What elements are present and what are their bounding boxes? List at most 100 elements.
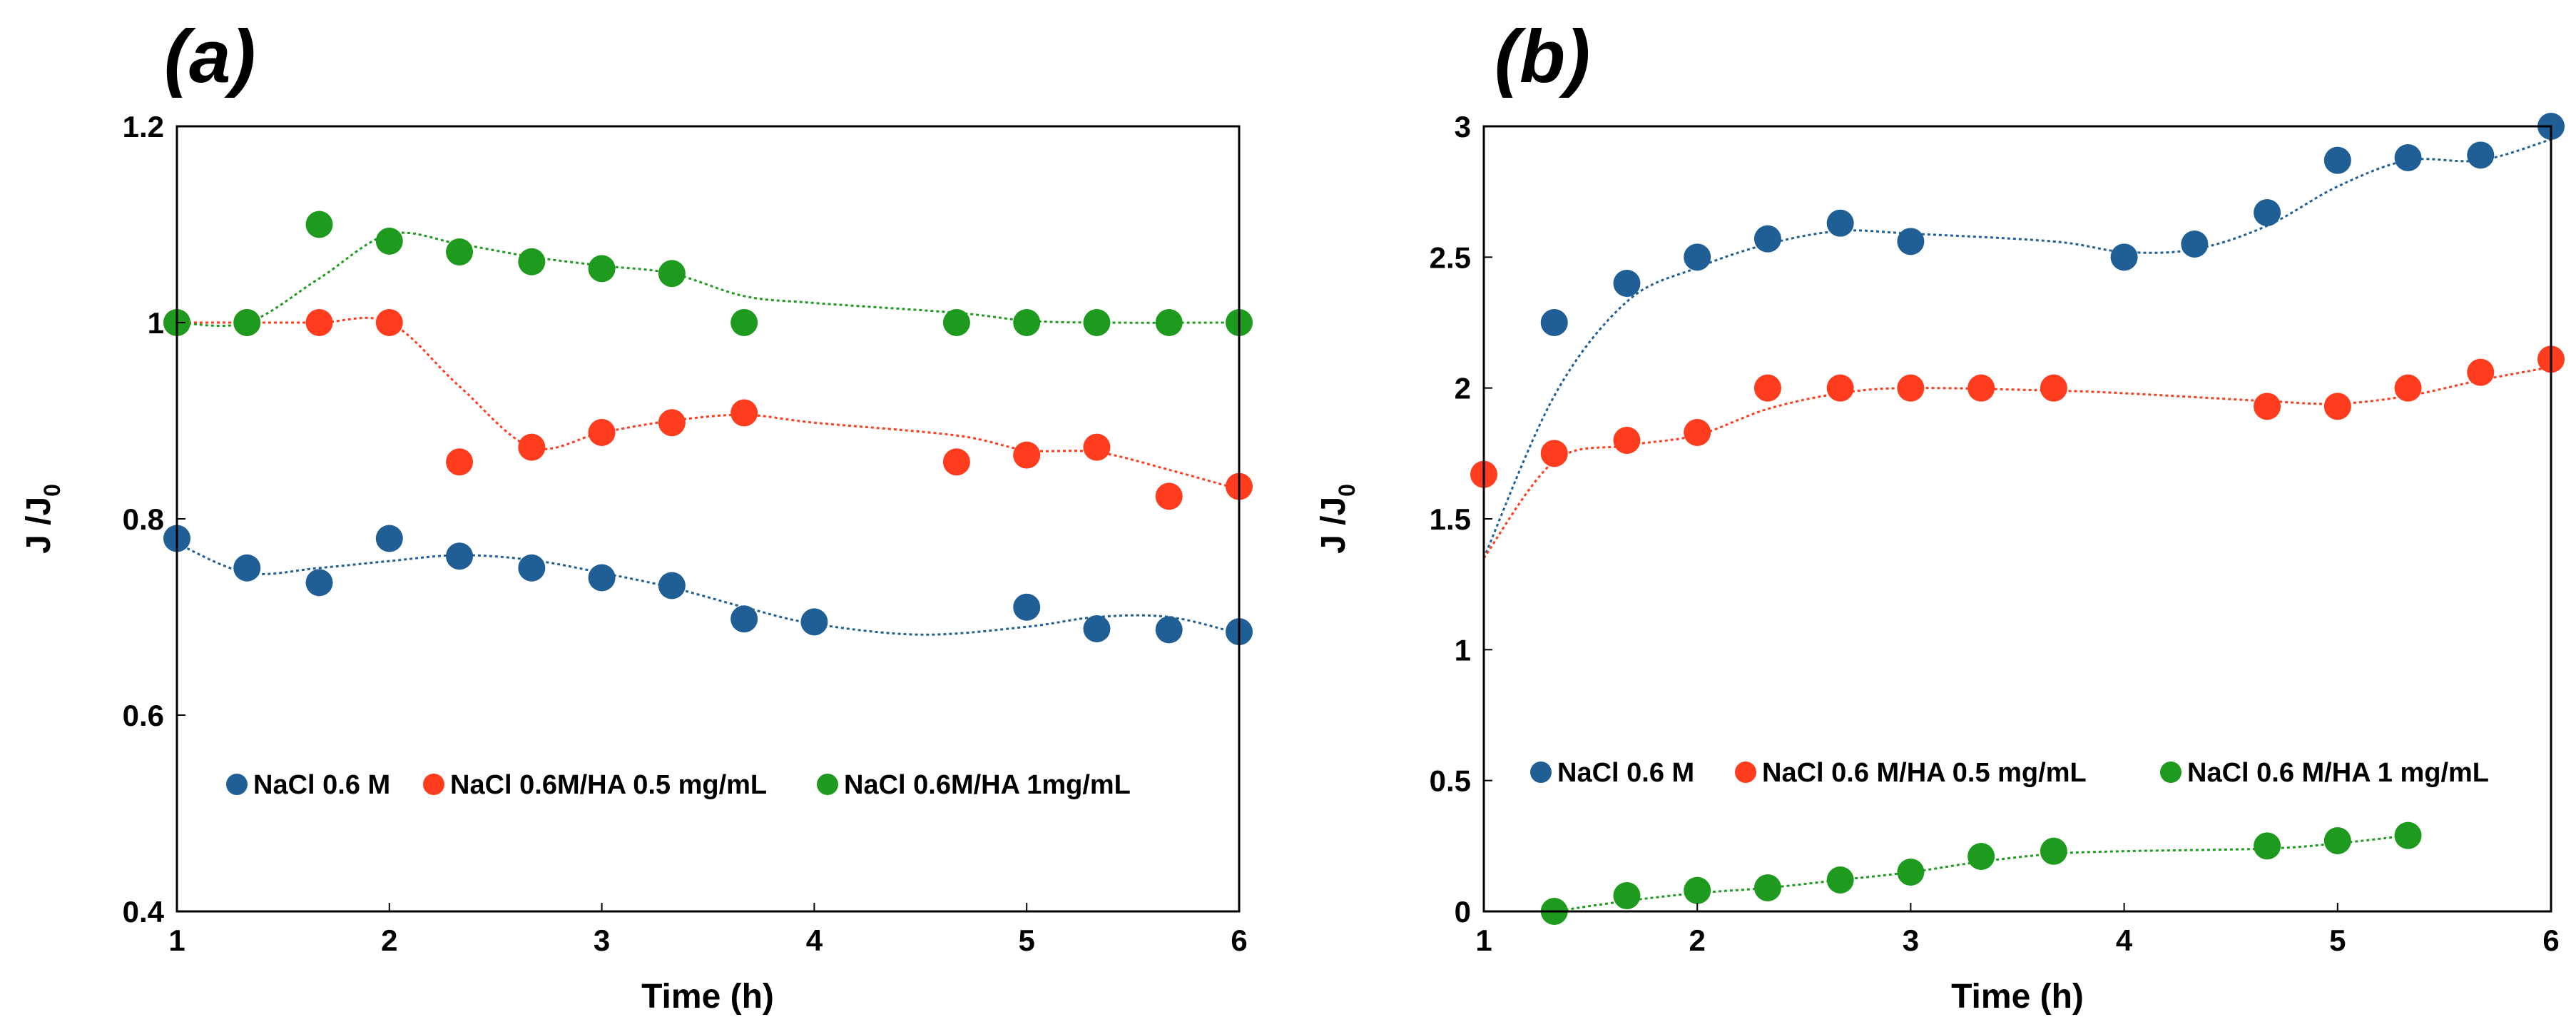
x-tick-label: 6 <box>2542 924 2559 957</box>
y-tick-label: 1 <box>148 306 164 340</box>
legend-b-1-label: NaCl 0.6 M <box>1557 758 1694 788</box>
x-tick-label: 5 <box>2329 924 2346 957</box>
data-point-series-1 <box>800 608 828 636</box>
legend-a-2-marker <box>423 774 444 795</box>
y-tick-label: 2 <box>1455 372 1471 405</box>
data-point-series-2 <box>1013 441 1041 469</box>
panel-b: (b) 1 2 3 4 5 6 0 0.5 1 1.5 2 2.5 3 Time (h) J /J 0 … <box>1315 15 2565 1016</box>
data-point-series-2 <box>1684 419 1711 446</box>
legend-b-2-marker <box>1735 762 1756 783</box>
data-point-series-3 <box>1826 866 1854 894</box>
x-tick-label: 2 <box>1689 924 1706 957</box>
trend-line-series-1 <box>1482 138 2552 559</box>
y-tick-label: 0 <box>1455 895 1471 929</box>
y-tick-label: 0.5 <box>1430 764 1471 798</box>
data-point-series-2 <box>2040 374 2067 402</box>
data-point-series-1 <box>1013 593 1041 621</box>
y-tick-label: 1 <box>1455 633 1471 667</box>
panel-a-legend: NaCl 0.6 M NaCl 0.6M/HA 0.5 mg/mL NaCl 0… <box>226 770 1131 800</box>
data-point-series-1 <box>588 564 616 592</box>
panel-a-x-ticks: 1 2 3 4 5 6 <box>168 903 1248 957</box>
panel-b-x-axis-label: Time (h) <box>1951 978 2084 1016</box>
panel-a-y-label-main: J /J <box>20 497 58 554</box>
x-tick-label: 1 <box>168 924 185 957</box>
data-point-series-3 <box>1967 843 1995 870</box>
y-tick-label: 2.5 <box>1430 241 1471 274</box>
legend-b-1-marker <box>1530 762 1552 783</box>
data-point-series-1 <box>730 605 758 633</box>
panel-b-y-ticks: 0 0.5 1 1.5 2 2.5 3 <box>1430 110 1492 929</box>
data-point-series-1 <box>1540 309 1568 336</box>
data-point-series-1 <box>2467 141 2495 169</box>
data-point-series-3 <box>518 248 546 275</box>
panel-a-y-ticks: 0.4 0.6 0.8 1 1.2 <box>123 110 185 929</box>
data-point-series-1 <box>446 542 474 570</box>
data-point-series-3 <box>588 255 616 283</box>
data-point-series-2 <box>1967 374 1995 402</box>
data-point-series-2 <box>1540 440 1568 467</box>
data-point-series-1 <box>2110 243 2138 271</box>
panel-b-x-ticks: 1 2 3 4 5 6 <box>1475 903 2560 957</box>
panel-a-x-axis-label: Time (h) <box>641 978 774 1016</box>
data-point-series-3 <box>1897 859 1925 886</box>
data-point-series-3 <box>658 260 686 288</box>
y-tick-label: 0.4 <box>123 895 165 929</box>
x-tick-label: 4 <box>2116 924 2133 957</box>
data-point-series-2 <box>2323 393 2351 420</box>
data-point-series-2 <box>375 309 403 336</box>
data-point-series-3 <box>2254 832 2281 860</box>
data-point-series-3 <box>1083 309 1111 336</box>
trend-line-series-2 <box>177 316 1240 491</box>
data-point-series-2 <box>588 419 616 446</box>
data-point-series-2 <box>1753 374 1781 402</box>
data-point-series-3 <box>730 309 758 336</box>
data-point-series-2 <box>518 433 546 461</box>
panel-b-y-axis-label: J /J0 <box>1315 484 1360 554</box>
y-tick-label: 0.6 <box>123 699 164 732</box>
data-point-series-2 <box>730 399 758 427</box>
y-tick-label: 3 <box>1455 110 1471 143</box>
data-point-series-3 <box>1753 874 1781 901</box>
x-tick-label: 4 <box>806 924 823 957</box>
data-point-series-3 <box>1613 882 1641 909</box>
legend-a-3-marker <box>817 774 838 795</box>
data-point-series-3 <box>1684 876 1711 904</box>
legend-a-2-label: NaCl 0.6M/HA 0.5 mg/mL <box>450 770 767 800</box>
panel-a-y-axis-label: J /J0 <box>20 484 65 554</box>
panel-a-y-label-sub: 0 <box>39 484 65 497</box>
panel-b-points <box>1470 113 2565 925</box>
data-point-series-3 <box>233 309 261 336</box>
data-point-series-1 <box>233 554 261 582</box>
data-point-series-1 <box>1897 228 1925 256</box>
data-point-series-1 <box>375 525 403 552</box>
panel-b-plot-frame <box>1482 125 2552 913</box>
data-point-series-3 <box>2394 821 2422 849</box>
data-point-series-1 <box>2323 146 2351 174</box>
panel-a-label: (a) <box>164 15 255 98</box>
legend-a-3-label: NaCl 0.6M/HA 1mg/mL <box>844 770 1131 800</box>
panel-b-legend: NaCl 0.6 M NaCl 0.6 M/HA 0.5 mg/mL NaCl … <box>1530 758 2489 788</box>
x-tick-label: 3 <box>594 924 610 957</box>
legend-b-3-marker <box>2160 762 2182 783</box>
data-point-series-3 <box>305 211 333 238</box>
data-point-series-2 <box>305 309 333 336</box>
legend-a-1-label: NaCl 0.6 M <box>253 770 390 800</box>
data-point-series-2 <box>2254 393 2281 420</box>
data-point-series-1 <box>1826 209 1854 237</box>
data-point-series-1 <box>1684 243 1711 271</box>
panel-a-trend-lines <box>176 231 1240 636</box>
data-point-series-2 <box>2394 374 2422 402</box>
y-tick-label: 1.5 <box>1430 502 1471 536</box>
data-point-series-1 <box>658 572 686 599</box>
legend-b-3-label: NaCl 0.6 M/HA 1 mg/mL <box>2187 758 2489 788</box>
x-tick-label: 3 <box>1903 924 1919 957</box>
data-point-series-2 <box>658 409 686 437</box>
data-point-series-2 <box>2467 358 2495 386</box>
y-tick-label: 0.8 <box>123 502 164 536</box>
data-point-series-1 <box>305 569 333 597</box>
data-point-series-1 <box>1753 225 1781 253</box>
data-point-series-3 <box>2323 827 2351 854</box>
x-tick-label: 5 <box>1019 924 1035 957</box>
